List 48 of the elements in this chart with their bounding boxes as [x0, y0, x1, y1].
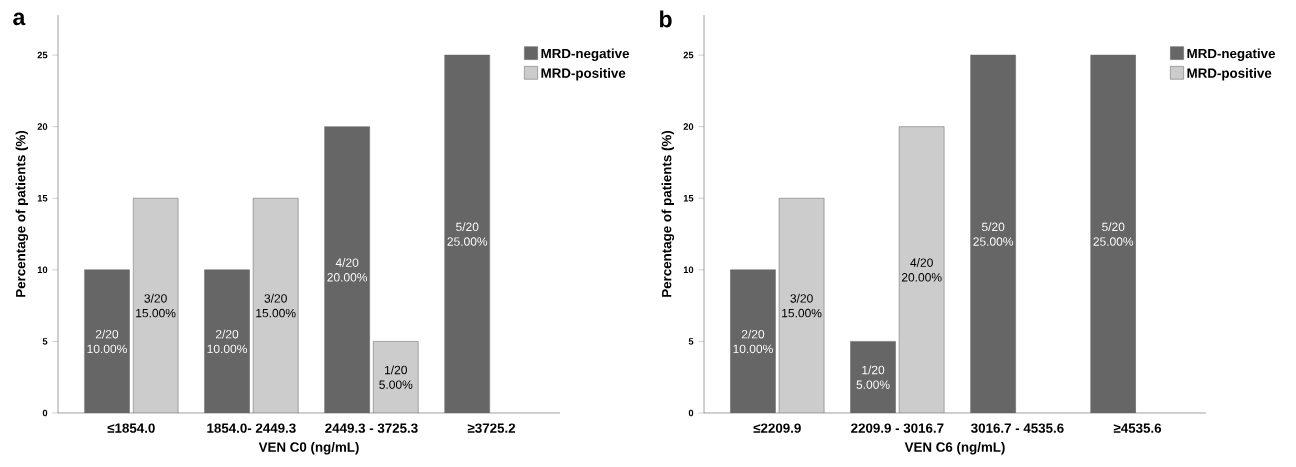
- x-tick-label: 2449.3 - 3725.3: [325, 423, 418, 433]
- data-label: 3/20 15.00%: [136, 293, 176, 318]
- bar: [252, 197, 299, 413]
- x-axis-title: VEN C0 (ng/mL): [258, 442, 359, 455]
- y-tick-label: 10: [683, 266, 694, 274]
- y-tick-label: 0: [688, 409, 694, 417]
- data-label: 5/20 25.00%: [973, 222, 1014, 246]
- legend-label: MRD-negative: [541, 48, 630, 61]
- data-label: 1/20 5.00%: [379, 365, 413, 389]
- data-label: 3/20 15.00%: [256, 293, 296, 318]
- y-axis-title: Percentage of patients (%): [661, 130, 675, 297]
- y-tick-label: 15: [37, 194, 48, 202]
- data-label: 5/20 25.00%: [1093, 222, 1134, 246]
- y-tick-label: 15: [683, 194, 694, 202]
- y-tick-label: 20: [683, 123, 694, 130]
- y-tick-label: 5: [688, 338, 694, 345]
- y-tick-label: 25: [683, 51, 694, 59]
- data-label: 3/20 15.00%: [782, 293, 822, 318]
- data-label: 2/20 10.00%: [87, 329, 127, 354]
- data-label: 4/20 20.00%: [901, 258, 942, 282]
- y-tick-label: 10: [37, 266, 48, 274]
- x-tick-label: ≥4535.6: [1113, 423, 1162, 433]
- bar: [132, 197, 179, 413]
- data-label: 2/20 10.00%: [733, 329, 773, 354]
- bar: [778, 197, 825, 413]
- chart-title: b: [660, 10, 672, 28]
- x-tick-label: 2209.9 - 3016.7: [851, 423, 944, 433]
- legend-label: MRD-positive: [1187, 68, 1272, 81]
- x-tick-label: 1854.0- 2449.3: [207, 423, 296, 433]
- y-tick-label: 0: [42, 409, 48, 417]
- x-axis-title: VEN C6 (ng/mL): [904, 442, 1005, 455]
- x-tick-label: 3016.7 - 4535.6: [971, 423, 1064, 433]
- data-label: 4/20 20.00%: [327, 258, 368, 282]
- bar: [898, 126, 945, 413]
- y-tick-label: 5: [42, 338, 48, 345]
- y-tick-label: 20: [37, 123, 48, 130]
- legend-label: MRD-positive: [541, 68, 626, 81]
- data-label: 2/20 10.00%: [207, 329, 247, 354]
- bar: [372, 341, 419, 413]
- y-tick-label: 25: [37, 51, 48, 59]
- legend-label: MRD-negative: [1187, 48, 1276, 61]
- y-axis-title: Percentage of patients (%): [15, 130, 29, 297]
- data-label: 5/20 25.00%: [447, 222, 488, 246]
- data-label: 1/20 5.00%: [856, 365, 890, 389]
- x-tick-label: ≥3725.2: [467, 423, 516, 433]
- x-tick-label: ≤1854.0: [107, 423, 155, 433]
- x-tick-label: ≤2209.9: [753, 423, 801, 433]
- chart-title: a: [13, 12, 26, 26]
